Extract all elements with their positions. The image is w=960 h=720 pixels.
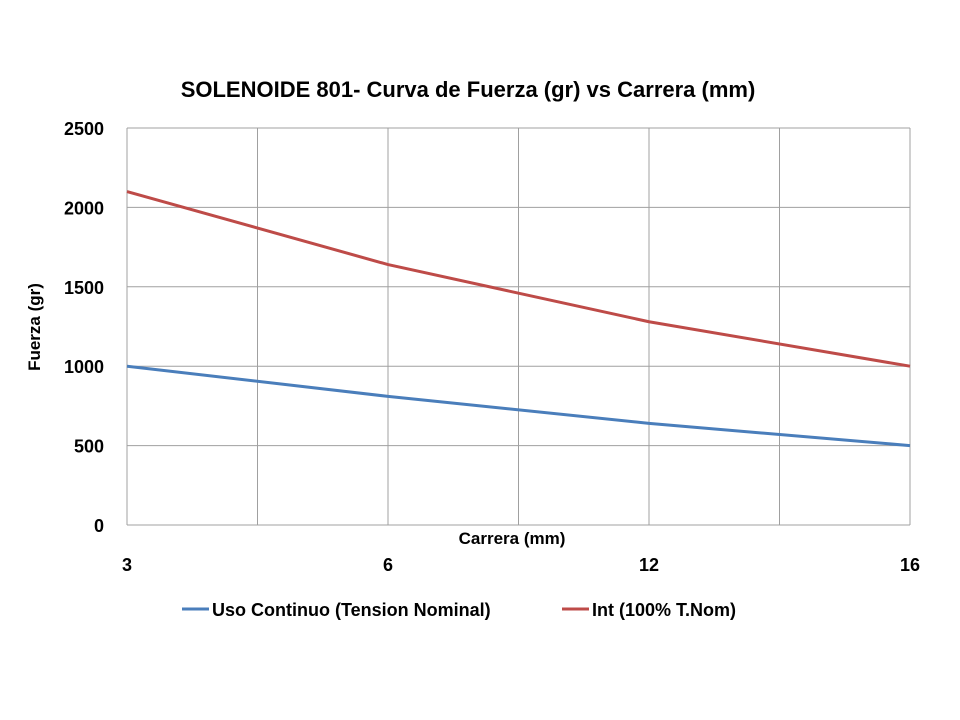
x-tick-label: 12 <box>639 555 659 575</box>
legend-label: Uso Continuo (Tension Nominal) <box>212 600 491 620</box>
y-tick-label: 500 <box>74 437 104 457</box>
x-axis-label: Carrera (mm) <box>459 529 566 548</box>
y-tick-label: 1000 <box>64 357 104 377</box>
y-tick-label: 0 <box>94 516 104 536</box>
legend: Uso Continuo (Tension Nominal) Int (100% … <box>182 600 736 620</box>
chart-title: SOLENOIDE 801- Curva de Fuerza (gr) vs C… <box>181 77 756 102</box>
x-tick-label: 6 <box>383 555 393 575</box>
x-tick-label: 16 <box>900 555 920 575</box>
series-line <box>126 364 911 448</box>
series-line <box>126 190 911 368</box>
y-tick-label: 2000 <box>64 198 104 218</box>
y-axis-label: Fuerza (gr) <box>25 283 44 371</box>
legend-label: Int (100% T.Nom) <box>592 600 736 620</box>
x-tick-label: 3 <box>122 555 132 575</box>
y-tick-labels: 0 500 1000 1500 2000 2500 <box>64 119 104 536</box>
x-tick-labels: 3 6 12 16 <box>122 555 920 575</box>
series-group <box>126 190 911 448</box>
y-tick-label: 1500 <box>64 278 104 298</box>
y-tick-label: 2500 <box>64 119 104 139</box>
gridlines <box>126 127 911 526</box>
